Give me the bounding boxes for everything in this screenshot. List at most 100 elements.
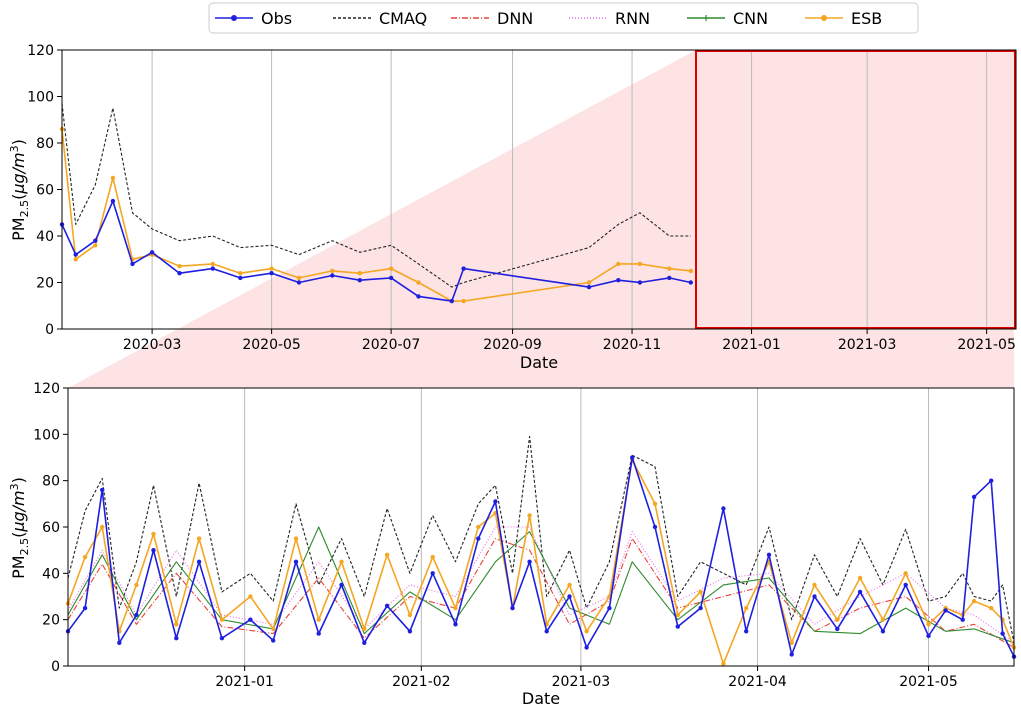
- data-point-esb: [744, 606, 748, 610]
- data-point-obs: [667, 276, 671, 280]
- data-point-esb: [385, 553, 389, 557]
- y-tick-label: 60: [36, 183, 54, 199]
- data-point-esb: [567, 583, 571, 587]
- data-point-esb: [74, 257, 78, 261]
- data-point-obs: [174, 636, 178, 640]
- data-point-obs: [450, 299, 454, 303]
- y-tick-label: 0: [51, 659, 60, 675]
- y-tick-label: 100: [27, 90, 54, 106]
- data-point-obs: [881, 629, 885, 633]
- data-point-obs: [150, 250, 154, 254]
- data-point-esb: [271, 627, 275, 631]
- legend-label-cmaq: CMAQ: [379, 9, 427, 28]
- data-point-obs: [297, 280, 301, 284]
- data-point-esb: [197, 536, 201, 540]
- data-point-obs: [117, 641, 121, 645]
- data-point-obs: [607, 606, 611, 610]
- data-point-obs: [790, 652, 794, 656]
- data-point-obs: [744, 629, 748, 633]
- data-point-obs: [972, 495, 976, 499]
- data-point-obs: [858, 590, 862, 594]
- data-point-obs: [493, 499, 497, 503]
- y-tick-label: 120: [33, 381, 60, 397]
- legend-label-cnn: CNN: [733, 9, 768, 28]
- x-tick-label: 2021-04: [728, 674, 787, 690]
- data-point-obs: [431, 571, 435, 575]
- data-point-esb: [83, 555, 87, 559]
- x-tick-label: 2021-03: [552, 674, 611, 690]
- x-tick-label: 2021-01: [722, 337, 781, 353]
- data-point-obs: [134, 613, 138, 617]
- x-tick-label: 2021-01: [215, 674, 274, 690]
- data-point-obs: [238, 276, 242, 280]
- data-point-esb: [689, 269, 693, 273]
- data-point-obs: [100, 488, 104, 492]
- x-tick-label: 2021-05: [899, 674, 958, 690]
- data-point-esb: [926, 622, 930, 626]
- top-x-axis-label: Date: [520, 353, 558, 372]
- data-point-obs: [476, 536, 480, 540]
- data-point-esb: [584, 629, 588, 633]
- x-tick-label: 2020-11: [603, 337, 662, 353]
- data-point-esb: [904, 571, 908, 575]
- data-point-esb: [294, 536, 298, 540]
- data-point-esb: [362, 627, 366, 631]
- data-point-obs: [698, 606, 702, 610]
- data-point-obs: [197, 560, 201, 564]
- data-point-esb: [100, 525, 104, 529]
- x-tick-label: 2020-05: [242, 337, 301, 353]
- data-point-esb: [269, 266, 273, 270]
- data-point-obs: [510, 606, 514, 610]
- data-point-obs: [271, 638, 275, 642]
- data-point-esb: [416, 280, 420, 284]
- data-point-obs: [527, 560, 531, 564]
- data-point-esb: [408, 613, 412, 617]
- data-point-esb: [476, 525, 480, 529]
- data-point-obs: [616, 278, 620, 282]
- x-tick-label: 2020-03: [123, 337, 182, 353]
- data-point-esb: [174, 622, 178, 626]
- y-tick-label: 80: [36, 136, 54, 152]
- data-point-esb: [93, 243, 97, 247]
- data-point-esb: [339, 560, 343, 564]
- data-point-esb: [238, 271, 242, 275]
- bottom-plot-background: [68, 388, 1014, 666]
- legend-label-esb: ESB: [851, 9, 882, 28]
- top-y-axis: 020406080100120: [27, 43, 62, 338]
- y-tick-label: 0: [45, 322, 54, 338]
- data-point-esb: [461, 299, 465, 303]
- data-point-esb: [151, 532, 155, 536]
- data-point-obs: [385, 604, 389, 608]
- data-point-obs: [943, 608, 947, 612]
- data-point-obs: [74, 252, 78, 256]
- x-tick-label: 2020-07: [362, 337, 421, 353]
- data-point-obs: [416, 294, 420, 298]
- x-tick-label: 2021-02: [392, 674, 451, 690]
- data-point-esb: [653, 502, 657, 506]
- data-point-obs: [177, 271, 181, 275]
- data-point-esb: [177, 264, 181, 268]
- data-point-obs: [961, 618, 965, 622]
- data-point-obs: [389, 276, 393, 280]
- bottom-y-axis-label: PM2.5(μg/m3): [8, 477, 31, 579]
- data-point-obs: [358, 278, 362, 282]
- data-point-obs: [220, 636, 224, 640]
- data-point-obs: [584, 645, 588, 649]
- data-point-esb: [389, 266, 393, 270]
- data-point-esb: [111, 176, 115, 180]
- data-point-esb: [211, 262, 215, 266]
- data-point-obs: [294, 560, 298, 564]
- data-point-obs: [330, 273, 334, 277]
- data-point-esb: [134, 583, 138, 587]
- y-tick-label: 100: [33, 427, 60, 443]
- data-point-esb: [616, 262, 620, 266]
- data-point-esb: [297, 276, 301, 280]
- data-point-obs: [545, 629, 549, 633]
- data-point-obs: [638, 280, 642, 284]
- data-point-obs: [926, 634, 930, 638]
- data-point-esb: [330, 269, 334, 273]
- data-point-obs: [317, 631, 321, 635]
- data-point-esb: [587, 280, 591, 284]
- data-point-obs: [676, 624, 680, 628]
